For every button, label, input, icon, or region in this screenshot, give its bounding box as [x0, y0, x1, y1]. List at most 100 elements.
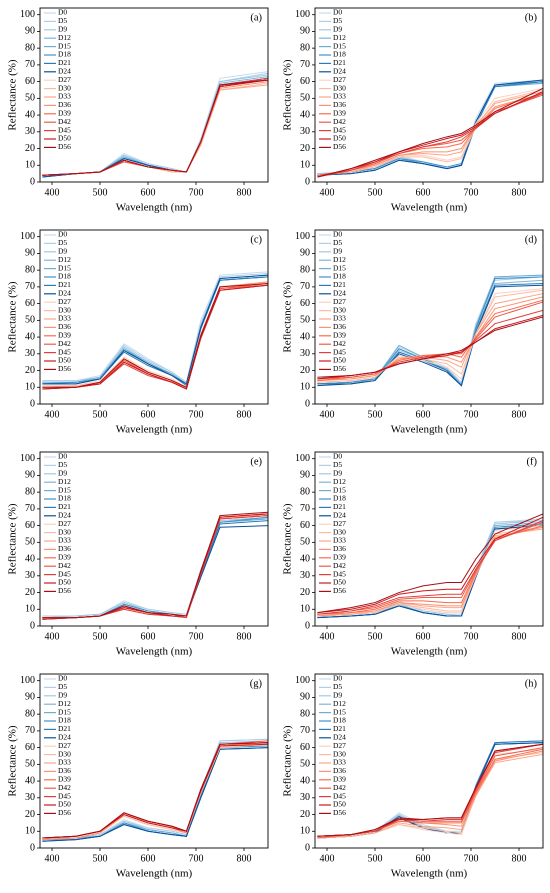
spectrum-line: [42, 283, 268, 388]
legend-label: D27: [58, 297, 71, 306]
y-tick-label: 0: [305, 842, 310, 853]
spectrum-line: [317, 740, 543, 837]
legend-label: D30: [58, 305, 71, 314]
y-tick-label: 0: [305, 398, 310, 409]
legend-label: D12: [58, 477, 71, 486]
spectrum-line: [42, 281, 268, 389]
legend-label: D24: [333, 67, 346, 76]
spectrum-line: [317, 752, 543, 839]
x-tick-label: 400: [45, 409, 60, 420]
y-tick-label: 10: [25, 826, 35, 837]
legend-label: D45: [58, 791, 71, 800]
legend-label: D42: [58, 561, 71, 570]
x-axis-label: Wavelength (nm): [116, 868, 193, 880]
y-tick-label: 40: [300, 109, 310, 120]
spectrum-line: [42, 742, 268, 839]
legend-label: D0: [333, 452, 342, 461]
x-tick-label: 500: [368, 853, 383, 864]
legend-label: D45: [58, 125, 71, 134]
spectrum-line: [42, 515, 268, 620]
spectrum-line: [42, 518, 268, 619]
y-axis-label: Reflectance (%): [7, 503, 19, 574]
legend-label: D56: [333, 364, 346, 373]
y-tick-label: 60: [300, 742, 310, 753]
x-axis-label: Wavelength (nm): [391, 202, 468, 214]
spectrum-line: [317, 92, 543, 178]
y-tick-label: 10: [25, 382, 35, 393]
spectrum-line: [42, 516, 268, 619]
spectrum-line: [42, 77, 268, 176]
spectrum-line: [317, 82, 543, 176]
legend-label: D42: [333, 561, 346, 570]
y-tick-label: 60: [25, 298, 35, 309]
spectrum-line: [317, 316, 543, 378]
y-tick-label: 80: [300, 708, 310, 719]
spectrum-line: [317, 276, 543, 385]
legend-label: D9: [333, 691, 342, 700]
x-tick-label: 700: [464, 409, 479, 420]
legend-label: D0: [333, 674, 342, 683]
legend-label: D15: [333, 41, 346, 50]
legend-label: D15: [58, 707, 71, 716]
y-tick-label: 80: [25, 708, 35, 719]
spectrum-line: [317, 525, 543, 619]
x-tick-label: 600: [416, 853, 431, 864]
legend-label: D36: [333, 322, 346, 331]
y-tick-label: 40: [25, 775, 35, 786]
x-tick-label: 800: [237, 187, 252, 198]
legend-label: D21: [333, 280, 346, 289]
legend-label: D33: [333, 536, 346, 545]
spectrum-line: [317, 274, 543, 385]
legend-label: D30: [333, 749, 346, 758]
legend-label: D27: [58, 519, 71, 528]
y-tick-label: 0: [30, 176, 35, 187]
spectrum-line: [317, 87, 543, 178]
spectrum-line: [317, 748, 543, 839]
y-tick-label: 0: [30, 620, 35, 631]
legend-label: D9: [333, 469, 342, 478]
legend-label: D24: [333, 733, 346, 742]
legend-label: D27: [333, 741, 346, 750]
legend-label: D27: [333, 297, 346, 306]
x-tick-label: 400: [45, 187, 60, 198]
legend-label: D9: [333, 247, 342, 256]
legend-label: D5: [58, 682, 67, 691]
y-tick-label: 90: [25, 248, 35, 259]
legend-label: D42: [333, 783, 346, 792]
panel-label: (h): [525, 678, 538, 689]
legend-label: D33: [333, 92, 346, 101]
legend-label: D21: [58, 502, 71, 511]
legend-label: D24: [333, 511, 346, 520]
x-tick-label: 700: [464, 853, 479, 864]
legend-label: D18: [58, 272, 71, 281]
x-tick-label: 600: [141, 631, 156, 642]
y-tick-label: 0: [305, 620, 310, 631]
x-tick-label: 500: [368, 631, 383, 642]
x-tick-label: 800: [512, 409, 527, 420]
x-tick-label: 500: [368, 409, 383, 420]
legend-label: D36: [58, 544, 71, 553]
legend-label: D36: [333, 766, 346, 775]
y-tick-label: 30: [300, 348, 310, 359]
y-tick-label: 40: [25, 331, 35, 342]
legend-label: D15: [58, 263, 71, 272]
y-tick-label: 20: [25, 587, 35, 598]
spectrum-line: [42, 515, 268, 620]
spectrum-line: [317, 740, 543, 837]
legend-label: D50: [333, 356, 346, 365]
spectrum-line: [317, 276, 543, 387]
panel-label: (f): [527, 456, 538, 467]
legend-label: D5: [333, 460, 342, 469]
x-tick-label: 400: [320, 187, 335, 198]
legend-label: D39: [58, 775, 71, 784]
plot-frame: [39, 229, 269, 405]
y-tick-label: 20: [300, 365, 310, 376]
legend-label: D5: [58, 238, 67, 247]
y-tick-label: 70: [25, 281, 35, 292]
legend-label: D36: [58, 766, 71, 775]
plot-frame: [314, 7, 544, 183]
legend-label: D18: [333, 50, 346, 59]
legend-label: D45: [333, 347, 346, 356]
spectrum-line: [317, 314, 543, 380]
